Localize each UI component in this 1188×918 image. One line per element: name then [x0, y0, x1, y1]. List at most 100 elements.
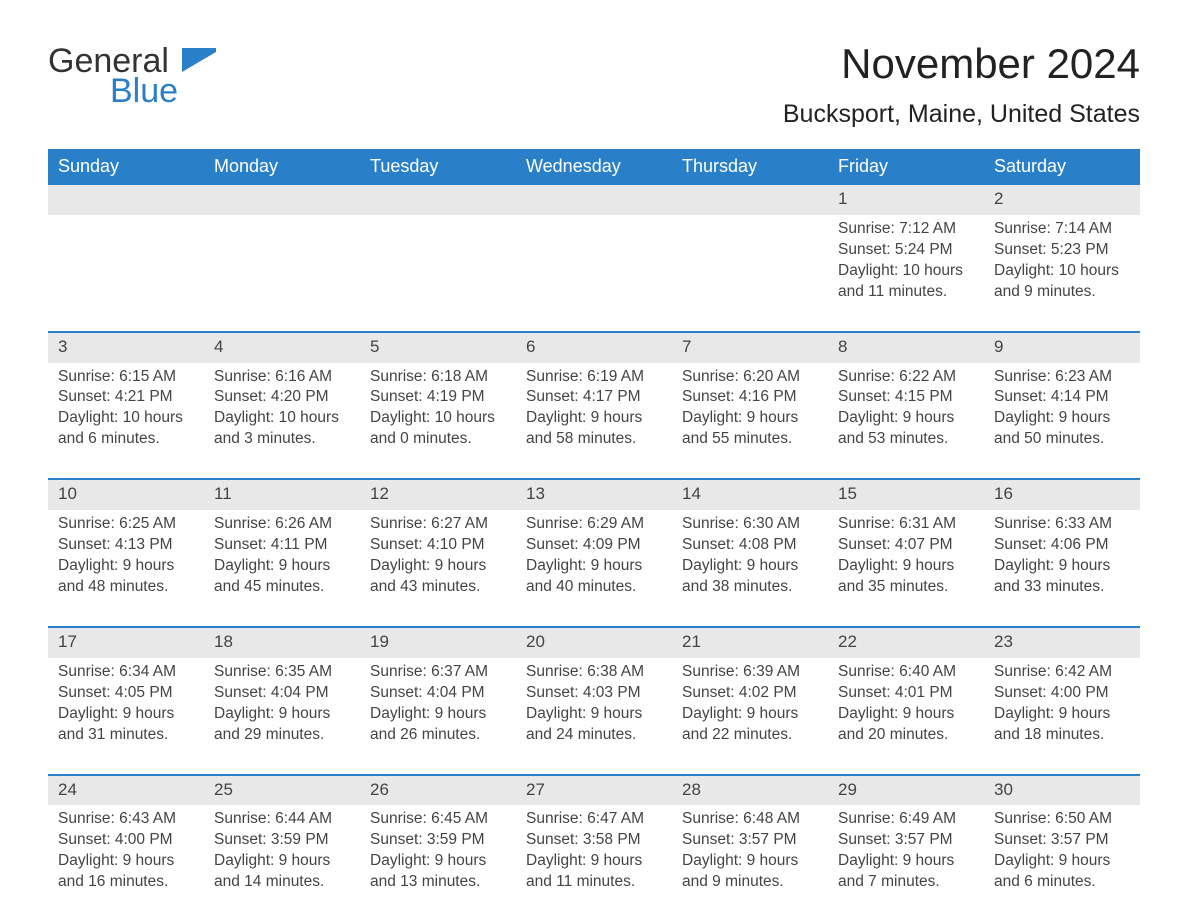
- sunrise-text: Sunrise: 6:43 AM: [58, 809, 194, 830]
- sunrise-text: Sunrise: 6:26 AM: [214, 514, 350, 535]
- day-number: 8: [828, 331, 984, 363]
- month-title: November 2024: [783, 40, 1140, 88]
- daylight2-text: and 9 minutes.: [994, 282, 1130, 303]
- sunset-text: Sunset: 4:03 PM: [526, 683, 662, 704]
- sunrise-text: Sunrise: 6:40 AM: [838, 662, 974, 683]
- daylight2-text: and 40 minutes.: [526, 577, 662, 598]
- calendar-cell: 16Sunrise: 6:33 AMSunset: 4:06 PMDayligh…: [984, 478, 1140, 604]
- daylight2-text: and 0 minutes.: [370, 429, 506, 450]
- sunset-text: Sunset: 4:20 PM: [214, 387, 350, 408]
- sunrise-text: Sunrise: 6:27 AM: [370, 514, 506, 535]
- week-separator: [48, 604, 1140, 626]
- daylight2-text: and 58 minutes.: [526, 429, 662, 450]
- daylight1-text: Daylight: 10 hours: [838, 261, 974, 282]
- sunset-text: Sunset: 4:11 PM: [214, 535, 350, 556]
- daylight1-text: Daylight: 9 hours: [526, 851, 662, 872]
- sunrise-text: Sunrise: 6:20 AM: [682, 367, 818, 388]
- calendar-cell: [360, 185, 516, 309]
- calendar-cell: 2Sunrise: 7:14 AMSunset: 5:23 PMDaylight…: [984, 185, 1140, 309]
- daylight2-text: and 6 minutes.: [994, 872, 1130, 893]
- day-number: 23: [984, 626, 1140, 658]
- calendar-cell: 17Sunrise: 6:34 AMSunset: 4:05 PMDayligh…: [48, 626, 204, 752]
- sunset-text: Sunset: 3:57 PM: [682, 830, 818, 851]
- day-number: 10: [48, 478, 204, 510]
- sunset-text: Sunset: 4:07 PM: [838, 535, 974, 556]
- daylight1-text: Daylight: 9 hours: [682, 851, 818, 872]
- daylight2-text: and 11 minutes.: [526, 872, 662, 893]
- sunrise-text: Sunrise: 6:34 AM: [58, 662, 194, 683]
- day-number: 3: [48, 331, 204, 363]
- calendar-cell: 6Sunrise: 6:19 AMSunset: 4:17 PMDaylight…: [516, 331, 672, 457]
- sunrise-text: Sunrise: 6:47 AM: [526, 809, 662, 830]
- sunset-text: Sunset: 4:09 PM: [526, 535, 662, 556]
- page-header: General Blue November 2024 Bucksport, Ma…: [48, 40, 1140, 129]
- daylight1-text: Daylight: 9 hours: [214, 704, 350, 725]
- sunset-text: Sunset: 4:19 PM: [370, 387, 506, 408]
- sunset-text: Sunset: 4:08 PM: [682, 535, 818, 556]
- calendar-cell: 29Sunrise: 6:49 AMSunset: 3:57 PMDayligh…: [828, 774, 984, 900]
- sunrise-text: Sunrise: 6:42 AM: [994, 662, 1130, 683]
- day-number: 18: [204, 626, 360, 658]
- day-header: Wednesday: [516, 149, 672, 185]
- daylight1-text: Daylight: 9 hours: [838, 556, 974, 577]
- calendar-body: 1Sunrise: 7:12 AMSunset: 5:24 PMDaylight…: [48, 185, 1140, 899]
- daylight2-text: and 29 minutes.: [214, 725, 350, 746]
- sunrise-text: Sunrise: 6:15 AM: [58, 367, 194, 388]
- day-number: 11: [204, 478, 360, 510]
- sunrise-text: Sunrise: 6:31 AM: [838, 514, 974, 535]
- daylight2-text: and 31 minutes.: [58, 725, 194, 746]
- day-number: 22: [828, 626, 984, 658]
- day-number: 7: [672, 331, 828, 363]
- daylight1-text: Daylight: 9 hours: [838, 851, 974, 872]
- daylight1-text: Daylight: 9 hours: [370, 556, 506, 577]
- day-number: 5: [360, 331, 516, 363]
- daylight1-text: Daylight: 9 hours: [838, 408, 974, 429]
- day-number: [48, 185, 204, 215]
- day-number: 30: [984, 774, 1140, 806]
- sunset-text: Sunset: 4:21 PM: [58, 387, 194, 408]
- calendar-cell: 23Sunrise: 6:42 AMSunset: 4:00 PMDayligh…: [984, 626, 1140, 752]
- daylight1-text: Daylight: 10 hours: [58, 408, 194, 429]
- day-header: Sunday: [48, 149, 204, 185]
- day-number: 6: [516, 331, 672, 363]
- day-number: 12: [360, 478, 516, 510]
- daylight2-text: and 48 minutes.: [58, 577, 194, 598]
- daylight2-text: and 35 minutes.: [838, 577, 974, 598]
- day-number: 29: [828, 774, 984, 806]
- daylight2-text: and 50 minutes.: [994, 429, 1130, 450]
- sunrise-text: Sunrise: 6:22 AM: [838, 367, 974, 388]
- day-number: 9: [984, 331, 1140, 363]
- daylight2-text: and 6 minutes.: [58, 429, 194, 450]
- daylight1-text: Daylight: 10 hours: [370, 408, 506, 429]
- sunset-text: Sunset: 3:57 PM: [994, 830, 1130, 851]
- sunrise-text: Sunrise: 6:29 AM: [526, 514, 662, 535]
- sunset-text: Sunset: 3:59 PM: [370, 830, 506, 851]
- sunset-text: Sunset: 4:00 PM: [58, 830, 194, 851]
- calendar-cell: 4Sunrise: 6:16 AMSunset: 4:20 PMDaylight…: [204, 331, 360, 457]
- daylight1-text: Daylight: 10 hours: [214, 408, 350, 429]
- calendar-cell: 30Sunrise: 6:50 AMSunset: 3:57 PMDayligh…: [984, 774, 1140, 900]
- day-header: Saturday: [984, 149, 1140, 185]
- daylight1-text: Daylight: 9 hours: [370, 851, 506, 872]
- daylight1-text: Daylight: 9 hours: [682, 556, 818, 577]
- brand-word2: Blue: [110, 74, 216, 110]
- daylight2-text: and 9 minutes.: [682, 872, 818, 893]
- calendar-cell: 26Sunrise: 6:45 AMSunset: 3:59 PMDayligh…: [360, 774, 516, 900]
- day-number: 26: [360, 774, 516, 806]
- sunset-text: Sunset: 5:24 PM: [838, 240, 974, 261]
- calendar-cell: 22Sunrise: 6:40 AMSunset: 4:01 PMDayligh…: [828, 626, 984, 752]
- calendar-cell: 19Sunrise: 6:37 AMSunset: 4:04 PMDayligh…: [360, 626, 516, 752]
- day-number: 27: [516, 774, 672, 806]
- day-number: 21: [672, 626, 828, 658]
- daylight2-text: and 24 minutes.: [526, 725, 662, 746]
- daylight2-text: and 16 minutes.: [58, 872, 194, 893]
- daylight2-text: and 18 minutes.: [994, 725, 1130, 746]
- sunrise-text: Sunrise: 6:30 AM: [682, 514, 818, 535]
- day-number: 4: [204, 331, 360, 363]
- calendar-cell: 21Sunrise: 6:39 AMSunset: 4:02 PMDayligh…: [672, 626, 828, 752]
- calendar-cell: 28Sunrise: 6:48 AMSunset: 3:57 PMDayligh…: [672, 774, 828, 900]
- sunset-text: Sunset: 4:10 PM: [370, 535, 506, 556]
- day-number: 16: [984, 478, 1140, 510]
- day-number: [672, 185, 828, 215]
- daylight2-text: and 13 minutes.: [370, 872, 506, 893]
